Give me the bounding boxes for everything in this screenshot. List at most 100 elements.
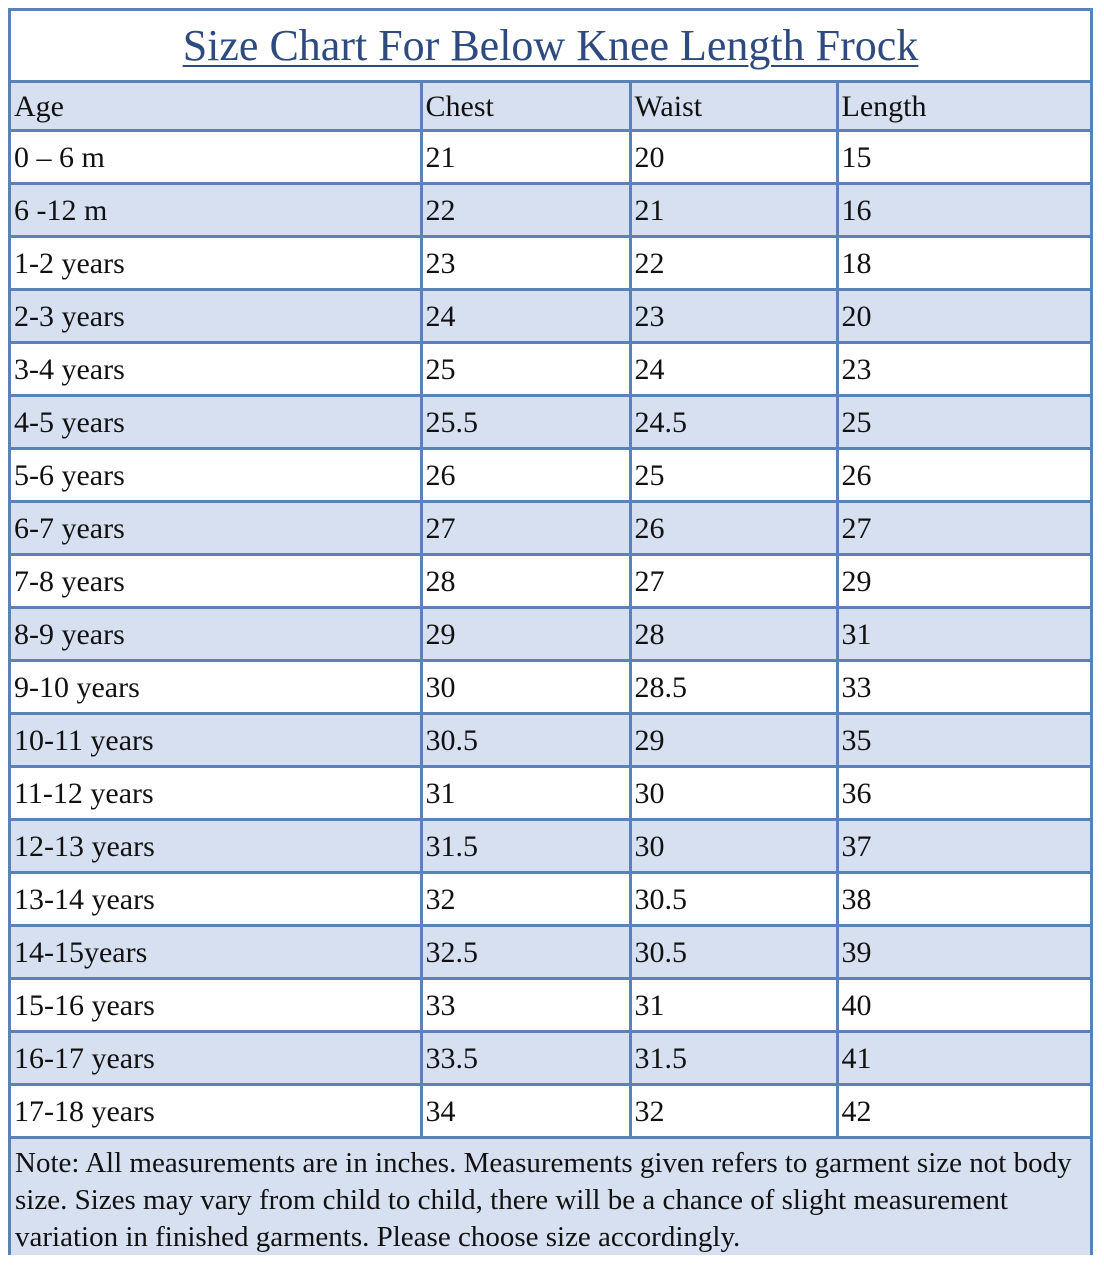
cell-length: 38 — [837, 872, 1090, 927]
cell-age: 2-3 years — [11, 289, 423, 344]
cell-age: 15-16 years — [11, 978, 423, 1033]
cell-waist: 28.5 — [630, 660, 839, 715]
cell-length: 25 — [837, 395, 1090, 450]
cell-age: 6-7 years — [11, 501, 423, 556]
cell-waist: 25 — [630, 448, 839, 503]
cell-chest: 21 — [421, 130, 632, 185]
cell-waist: 24 — [630, 342, 839, 397]
cell-age: 9-10 years — [11, 660, 423, 715]
table-row: 4-5 years 25.5 24.5 25 — [11, 395, 1090, 450]
cell-waist: 27 — [630, 554, 839, 609]
cell-length: 15 — [837, 130, 1090, 185]
cell-chest: 34 — [421, 1084, 632, 1139]
cell-length: 39 — [837, 925, 1090, 980]
table-row: 7-8 years 28 27 29 — [11, 554, 1090, 609]
table-row: 1-2 years 23 22 18 — [11, 236, 1090, 291]
cell-waist: 24.5 — [630, 395, 839, 450]
cell-age: 1-2 years — [11, 236, 423, 291]
note-text: Note: All measurements are in inches. Me… — [11, 1138, 1090, 1255]
cell-waist: 30 — [630, 819, 839, 874]
table-row: 0 – 6 m 21 20 15 — [11, 130, 1090, 185]
cell-age: 11-12 years — [11, 766, 423, 821]
cell-chest: 30 — [421, 660, 632, 715]
cell-age: 4-5 years — [11, 395, 423, 450]
cell-chest: 33.5 — [421, 1031, 632, 1086]
cell-chest: 23 — [421, 236, 632, 291]
cell-waist: 30 — [630, 766, 839, 821]
cell-length: 27 — [837, 501, 1090, 556]
cell-chest: 25.5 — [421, 395, 632, 450]
cell-waist: 31.5 — [630, 1031, 839, 1086]
column-header-length: Length — [837, 83, 1090, 132]
cell-age: 12-13 years — [11, 819, 423, 874]
size-chart: Size Chart For Below Knee Length Frock A… — [8, 8, 1093, 1255]
cell-length: 16 — [837, 183, 1090, 238]
cell-age: 10-11 years — [11, 713, 423, 768]
cell-waist: 32 — [630, 1084, 839, 1139]
cell-waist: 22 — [630, 236, 839, 291]
cell-chest: 27 — [421, 501, 632, 556]
cell-length: 33 — [837, 660, 1090, 715]
cell-waist: 28 — [630, 607, 839, 662]
cell-length: 37 — [837, 819, 1090, 874]
cell-chest: 28 — [421, 554, 632, 609]
cell-length: 23 — [837, 342, 1090, 397]
table-row: 6-7 years 27 26 27 — [11, 501, 1090, 556]
cell-age: 7-8 years — [11, 554, 423, 609]
cell-waist: 26 — [630, 501, 839, 556]
cell-chest: 22 — [421, 183, 632, 238]
table-row: 2-3 years 24 23 20 — [11, 289, 1090, 344]
table-row: 11-12 years 31 30 36 — [11, 766, 1090, 821]
column-header-age: Age — [11, 83, 423, 132]
table-row: 14-15years 32.5 30.5 39 — [11, 925, 1090, 980]
cell-chest: 31.5 — [421, 819, 632, 874]
cell-chest: 30.5 — [421, 713, 632, 768]
cell-chest: 31 — [421, 766, 632, 821]
cell-waist: 20 — [630, 130, 839, 185]
cell-length: 40 — [837, 978, 1090, 1033]
page-title: Size Chart For Below Knee Length Frock — [182, 20, 919, 70]
cell-length: 31 — [837, 607, 1090, 662]
table-row: 12-13 years 31.5 30 37 — [11, 819, 1090, 874]
table-row: 9-10 years 30 28.5 33 — [11, 660, 1090, 715]
table-row: 16-17 years 33.5 31.5 41 — [11, 1031, 1090, 1086]
cell-waist: 30.5 — [630, 872, 839, 927]
cell-length: 29 — [837, 554, 1090, 609]
table-row: 17-18 years 34 32 42 — [11, 1084, 1090, 1139]
cell-age: 5-6 years — [11, 448, 423, 503]
cell-length: 42 — [837, 1084, 1090, 1139]
cell-age: 8-9 years — [11, 607, 423, 662]
size-table: Age Chest Waist Length 0 – 6 m 21 20 15 6 -1… — [11, 83, 1090, 1139]
table-row: 13-14 years 32 30.5 38 — [11, 872, 1090, 927]
table-row: 6 -12 m 22 21 16 — [11, 183, 1090, 238]
table-body: 0 – 6 m 21 20 15 6 -12 m 22 21 16 1-2 years 23 22 1… — [11, 130, 1090, 1139]
cell-age: 13-14 years — [11, 872, 423, 927]
cell-waist: 31 — [630, 978, 839, 1033]
cell-age: 6 -12 m — [11, 183, 423, 238]
cell-age: 0 – 6 m — [11, 130, 423, 185]
cell-chest: 25 — [421, 342, 632, 397]
cell-length: 36 — [837, 766, 1090, 821]
cell-length: 35 — [837, 713, 1090, 768]
cell-length: 26 — [837, 448, 1090, 503]
cell-chest: 32.5 — [421, 925, 632, 980]
cell-chest: 33 — [421, 978, 632, 1033]
column-header-waist: Waist — [630, 83, 839, 132]
table-row: 15-16 years 33 31 40 — [11, 978, 1090, 1033]
cell-age: 17-18 years — [11, 1084, 423, 1139]
table-row: 8-9 years 29 28 31 — [11, 607, 1090, 662]
cell-age: 16-17 years — [11, 1031, 423, 1086]
column-header-chest: Chest — [421, 83, 632, 132]
table-row: 10-11 years 30.5 29 35 — [11, 713, 1090, 768]
title-bar: Size Chart For Below Knee Length Frock — [11, 11, 1090, 83]
cell-waist: 29 — [630, 713, 839, 768]
cell-waist: 23 — [630, 289, 839, 344]
table-row: 5-6 years 26 25 26 — [11, 448, 1090, 503]
cell-chest: 32 — [421, 872, 632, 927]
table-row: 3-4 years 25 24 23 — [11, 342, 1090, 397]
cell-waist: 21 — [630, 183, 839, 238]
cell-chest: 29 — [421, 607, 632, 662]
cell-length: 20 — [837, 289, 1090, 344]
cell-age: 3-4 years — [11, 342, 423, 397]
cell-chest: 24 — [421, 289, 632, 344]
